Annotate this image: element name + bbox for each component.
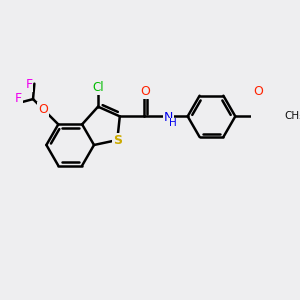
Text: O: O <box>38 103 48 116</box>
Text: F: F <box>25 78 32 92</box>
Text: H: H <box>169 118 177 128</box>
Text: Cl: Cl <box>92 81 104 94</box>
Text: O: O <box>253 85 263 98</box>
Text: N: N <box>164 111 173 124</box>
Text: CH₃: CH₃ <box>284 111 300 121</box>
Text: O: O <box>140 85 150 98</box>
Text: S: S <box>113 134 122 146</box>
Text: F: F <box>14 92 22 105</box>
